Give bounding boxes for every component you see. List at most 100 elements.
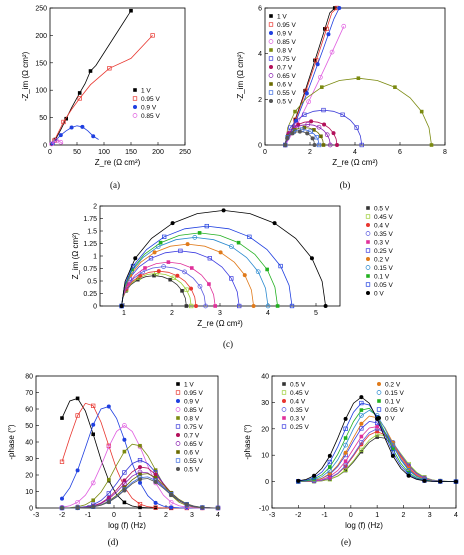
legend-marker (366, 223, 370, 227)
series-line (298, 428, 457, 482)
x-tick-label: 6 (398, 149, 402, 156)
x-tick-label: 1 (375, 512, 379, 519)
data-point (359, 426, 364, 431)
data-point (75, 505, 80, 510)
y-tick-label: 0 (258, 143, 262, 150)
y-tick-label: 20 (261, 426, 269, 433)
data-point (60, 505, 64, 510)
data-point (359, 400, 364, 406)
legend-marker (366, 291, 370, 295)
data-point (60, 416, 64, 420)
series-line (298, 434, 457, 482)
y-tick-label: 40 (25, 440, 33, 447)
data-point (289, 303, 295, 309)
legend-marker (176, 416, 180, 420)
data-point (152, 250, 157, 255)
legend-label: 1 V (141, 88, 151, 95)
data-point (197, 231, 202, 235)
data-point (322, 122, 327, 127)
y-axis-label: -Z_im (Ω cm²) (21, 51, 30, 101)
legend-label: 0.9 V (184, 399, 200, 406)
data-point (305, 131, 310, 136)
data-point (454, 479, 458, 484)
data-point (153, 500, 158, 505)
legend-marker (282, 416, 286, 420)
series-line (284, 7, 340, 146)
legend-marker (268, 39, 274, 44)
data-point (184, 502, 189, 507)
legend-label: 0.05 V (374, 282, 393, 289)
x-axis-label: Z_re (Ω cm²) (332, 158, 378, 167)
data-point (133, 256, 138, 261)
data-point (122, 470, 127, 475)
series-line (52, 125, 99, 144)
data-point (340, 112, 345, 117)
legend-marker (377, 382, 381, 386)
data-point (180, 289, 184, 293)
data-point (216, 505, 220, 510)
x-tick-label: 3 (428, 512, 432, 519)
legend-label: 1 V (277, 14, 287, 21)
legend-label: 0.85 V (141, 113, 160, 120)
data-point (69, 125, 74, 130)
y-tick-label: 100 (35, 88, 47, 95)
data-point (77, 91, 82, 95)
legend-label: 0.35 V (290, 407, 309, 414)
data-point (359, 440, 364, 445)
legend-label: 0.3 V (290, 416, 306, 423)
legend-marker (175, 424, 181, 429)
legend-marker (133, 105, 137, 109)
data-point (438, 479, 443, 484)
data-point (122, 449, 127, 454)
legend-label: 0.9 V (277, 31, 293, 38)
data-point (343, 450, 348, 455)
data-point (341, 23, 347, 29)
data-point (49, 141, 54, 147)
plot-frame (49, 7, 186, 146)
data-point (189, 286, 194, 291)
data-point (305, 122, 311, 127)
legend-label: 0.1 V (374, 274, 390, 281)
data-point (278, 263, 283, 269)
data-point (91, 504, 96, 509)
data-point (75, 468, 80, 473)
data-point (122, 488, 127, 493)
data-point (158, 240, 163, 245)
data-point (359, 413, 364, 418)
series-0-V (119, 208, 328, 308)
legend-label: 0.65 V (277, 73, 296, 80)
data-point (229, 244, 234, 249)
data-point (359, 434, 364, 439)
y-tick-label: 1.75 (83, 216, 97, 223)
y-tick-label: 1 (93, 254, 97, 261)
data-point (152, 273, 156, 278)
y-axis-label: -phase (°) (243, 424, 252, 460)
data-point (168, 277, 172, 282)
data-point (150, 33, 155, 38)
legend-label: 0.75 V (277, 56, 296, 63)
y-tick-label: 0 (29, 506, 33, 513)
legend-label: 0.25 V (374, 248, 393, 255)
x-tick-label: -1 (321, 512, 327, 519)
data-point (75, 396, 80, 401)
data-point (302, 125, 307, 130)
x-tick-label: 0 (48, 149, 52, 156)
legend-label: 0.75 V (184, 424, 203, 431)
y-tick-label: 10 (261, 453, 269, 460)
data-point (324, 26, 329, 32)
data-point (299, 127, 305, 132)
data-point (143, 266, 147, 270)
x-tick-label: 2 (401, 512, 405, 519)
data-point (182, 269, 187, 275)
legend-marker (366, 274, 370, 278)
data-point (328, 474, 332, 479)
x-tick-label: 8 (443, 149, 447, 156)
data-point (375, 435, 379, 439)
legend-label: 0.8 V (184, 416, 200, 423)
data-point (343, 416, 348, 421)
data-point (91, 432, 95, 437)
data-point (285, 136, 290, 141)
legend-marker (175, 407, 181, 412)
data-point (323, 304, 328, 308)
